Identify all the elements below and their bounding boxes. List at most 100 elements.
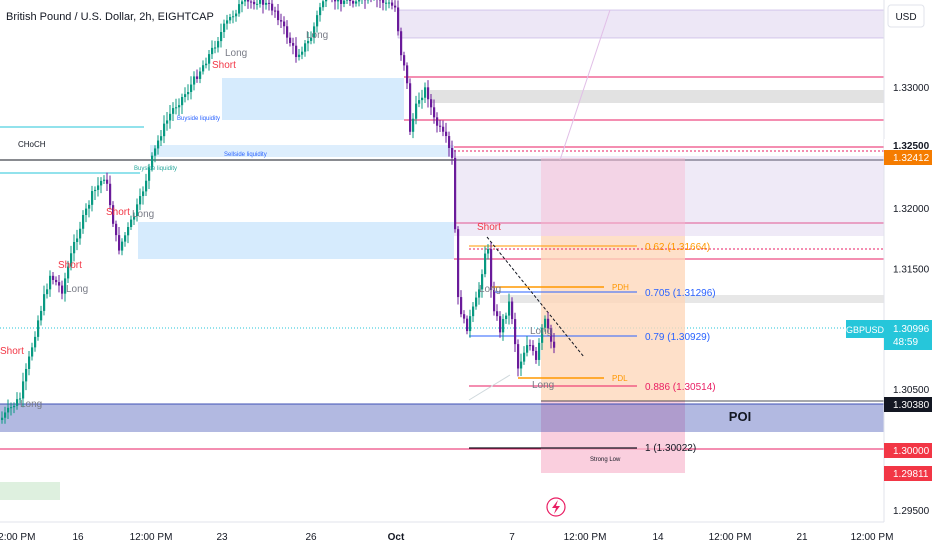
buyside-label: Buyside liquidity [134, 166, 177, 172]
candle [163, 123, 166, 137]
price-tag-value: 1.32500 [893, 141, 930, 152]
candle [535, 350, 538, 360]
candle [208, 54, 211, 64]
candle [85, 208, 88, 216]
long-box [541, 236, 685, 401]
pdh-label: PDH [612, 283, 629, 292]
sellside-label: Sellside liquidity [224, 152, 267, 158]
pdl-label: PDL [612, 374, 628, 383]
candle [475, 297, 478, 307]
candle [115, 223, 118, 236]
grey-zone [430, 90, 884, 103]
candle [184, 94, 187, 98]
candle [190, 84, 193, 93]
fib-label: 0.705 (1.31296) [645, 288, 716, 299]
candle [295, 45, 298, 58]
candle [7, 407, 10, 413]
candle [352, 1, 355, 4]
candle [202, 65, 205, 72]
candle [103, 179, 106, 181]
candle [142, 191, 145, 197]
symbol-tag-label: GBPUSD [846, 325, 885, 335]
candle [316, 15, 319, 27]
candle [67, 266, 70, 279]
candle [355, 1, 358, 4]
candle [211, 47, 214, 55]
candle [1, 417, 4, 420]
candle [10, 407, 13, 409]
candle [49, 275, 52, 290]
price-tag-value: 1.30380 [893, 400, 930, 411]
lightning-icon-glyph [552, 500, 560, 514]
trend-line [486, 236, 585, 358]
candle [124, 235, 127, 242]
candle [34, 336, 37, 348]
candle [19, 398, 22, 400]
candle [139, 196, 142, 205]
candle [196, 76, 199, 79]
candle [403, 55, 406, 66]
candle [445, 131, 448, 137]
candle [325, 0, 328, 2]
candle [550, 328, 553, 342]
candle [523, 352, 526, 362]
candle [463, 314, 466, 319]
price-tag [884, 443, 932, 458]
candle [496, 311, 499, 317]
candle [433, 107, 436, 118]
candle [160, 136, 163, 141]
price-axis [884, 0, 932, 522]
candle [130, 219, 133, 228]
demand-zone [138, 222, 454, 259]
candle [58, 282, 61, 286]
x-tick-label: 21 [796, 532, 808, 543]
candle [61, 285, 64, 294]
buyside-label: Buyside liquidity [177, 116, 220, 122]
candle [55, 279, 58, 283]
fib-label: 0.79 (1.30929) [645, 332, 710, 343]
annotation-long: Long [225, 48, 247, 59]
candle [220, 32, 223, 42]
candle [133, 215, 136, 220]
currency-button[interactable] [887, 4, 925, 28]
symbol-tag [846, 320, 884, 338]
candle [256, 3, 259, 5]
candle [178, 105, 181, 108]
x-tick-label: 12:00 PM [851, 532, 894, 543]
candle [118, 235, 121, 251]
candle [31, 347, 34, 357]
candle [511, 301, 514, 320]
candle [448, 136, 451, 148]
candle [226, 20, 229, 24]
x-tick-label: 14 [652, 532, 664, 543]
symbol-price-tag [884, 320, 932, 350]
candle [313, 26, 316, 38]
price-tag-value: 1.32412 [893, 153, 930, 164]
candle [40, 310, 43, 321]
candle [472, 306, 475, 317]
candle [259, 0, 262, 4]
candle [439, 125, 442, 127]
candle [253, 1, 256, 5]
candle [28, 356, 31, 369]
annotation-short: Short [477, 222, 501, 233]
candle [481, 274, 484, 290]
y-tick-label: 1.33000 [893, 83, 930, 94]
candle [529, 345, 532, 347]
candle [94, 189, 97, 192]
candle [73, 242, 76, 254]
candle [127, 227, 130, 236]
annotation-short: Short [212, 60, 236, 71]
candle [136, 204, 139, 216]
candle [457, 229, 460, 298]
annotation-long: Long [306, 30, 328, 41]
y-tick-label: 1.29500 [893, 506, 930, 517]
candle [541, 327, 544, 343]
candle [436, 117, 439, 126]
price-tag-value: 1.30000 [893, 446, 930, 457]
fib-label: 1 (1.30022) [645, 443, 696, 454]
price-tag [884, 466, 932, 481]
candle [340, 0, 343, 4]
x-tick-label: Oct [388, 532, 405, 543]
